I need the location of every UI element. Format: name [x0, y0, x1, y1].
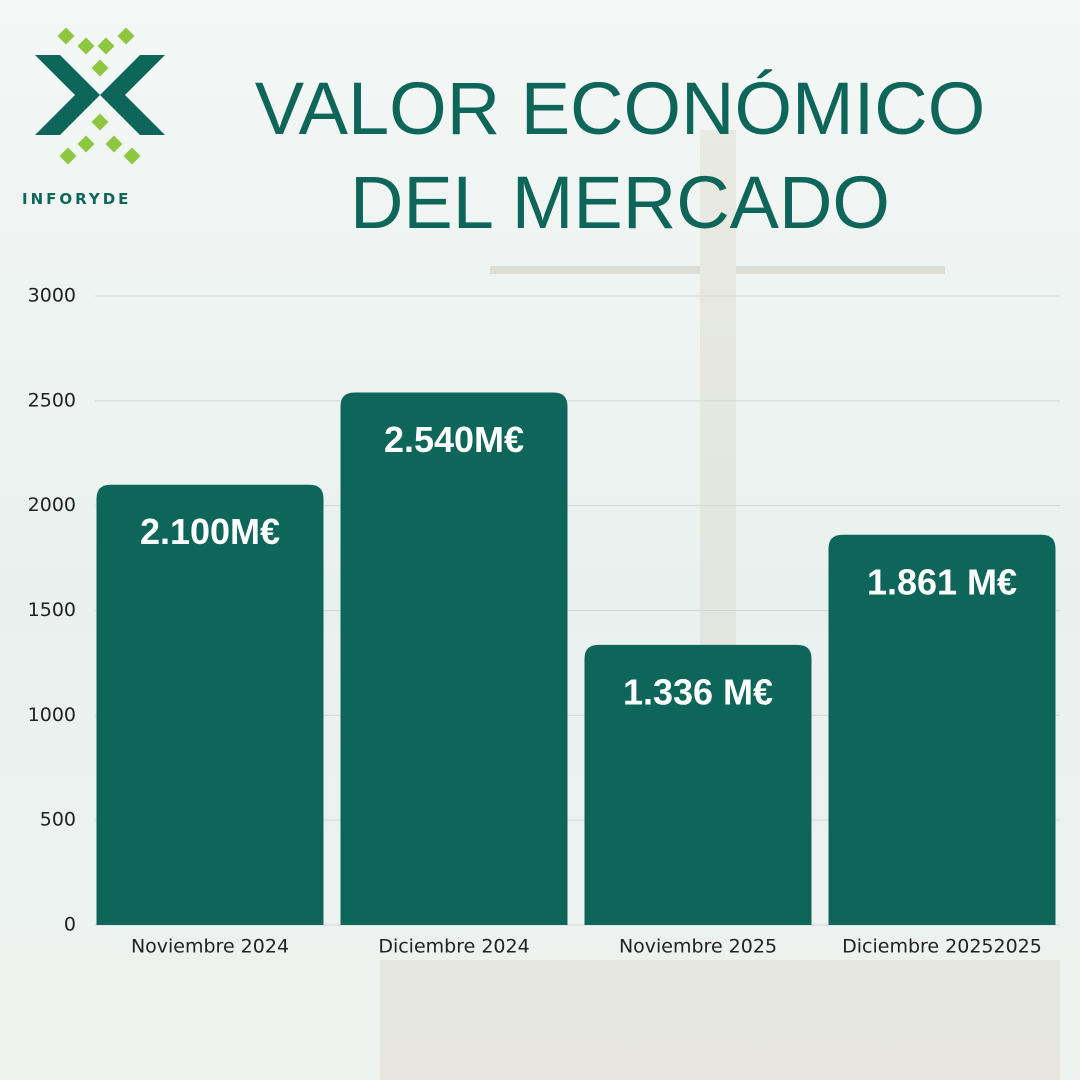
x-tick-label: Diciembre 2024 [378, 936, 529, 958]
x-tick-label: Noviembre 2025 [619, 936, 777, 958]
bar [96, 484, 324, 925]
background-scale [380, 130, 1060, 1080]
bar [340, 392, 568, 925]
y-tick-label: 2500 [28, 389, 76, 411]
bar [828, 534, 1056, 925]
chart-title: VALOR ECONÓMICO DEL MERCADO [254, 67, 986, 244]
brand: INFORYDE [22, 190, 132, 208]
x-tick-label: Diciembre 20252025 [842, 936, 1042, 958]
y-tick-label: 1000 [28, 704, 76, 726]
value-label: 2.100M€ [140, 511, 280, 552]
value-label: 1.336 M€ [623, 671, 773, 712]
value-label: 2.540M€ [384, 419, 524, 460]
bar [584, 644, 812, 925]
y-tick-label: 0 [64, 914, 76, 936]
y-tick-label: 2000 [28, 494, 76, 516]
y-tick-label: 500 [40, 809, 76, 831]
y-tick-label: 1500 [28, 599, 76, 621]
value-label: 1.861 M€ [867, 561, 1017, 602]
logo [35, 27, 165, 165]
y-tick-label: 3000 [28, 285, 76, 307]
x-tick-label: Noviembre 2024 [131, 936, 289, 958]
